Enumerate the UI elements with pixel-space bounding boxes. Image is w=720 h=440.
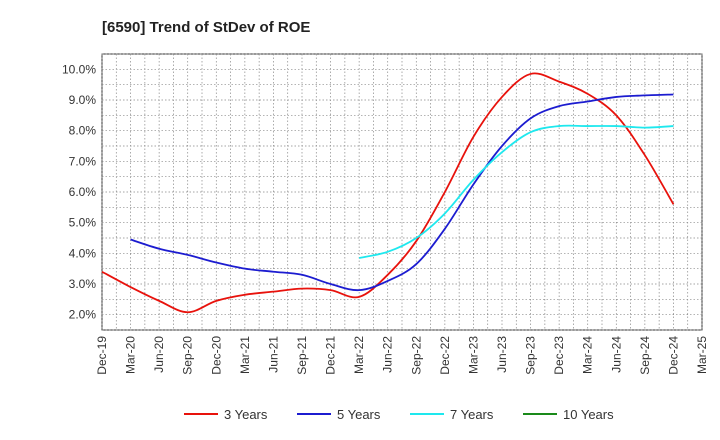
x-tick-label: Dec-19 (95, 336, 109, 375)
y-tick-label: 3.0% (69, 277, 97, 291)
y-tick-label: 10.0% (62, 62, 96, 76)
x-tick-label: Dec-22 (438, 336, 452, 375)
x-tick-label: Mar-21 (238, 336, 252, 374)
y-tick-label: 2.0% (69, 308, 97, 322)
x-tick-label: Jun-24 (609, 336, 623, 373)
y-axis: 2.0% 3.0% 4.0% 5.0% 6.0% 7.0% 8.0% 9.0% 10.0% (62, 62, 96, 321)
series-line-0 (101, 72, 675, 314)
legend: 3 Years 5 Years 7 Years 10 Years (184, 407, 614, 422)
x-tick-label: Sep-21 (295, 336, 309, 375)
x-tick-label: Mar-20 (124, 336, 138, 374)
x-tick-label: Sep-24 (638, 336, 652, 375)
x-tick-label: Mar-25 (695, 336, 709, 374)
x-tick-label: Jun-23 (495, 336, 509, 373)
series-group (101, 72, 675, 314)
x-tick-label: Jun-21 (266, 336, 280, 373)
y-tick-label: 8.0% (69, 124, 97, 138)
x-tick-label: Mar-24 (581, 336, 595, 374)
legend-label-3: 10 Years (563, 407, 614, 422)
legend-label-2: 7 Years (450, 407, 494, 422)
x-tick-label: Dec-21 (324, 336, 338, 375)
x-tick-label: Dec-20 (209, 336, 223, 375)
x-tick-label: Jun-22 (381, 336, 395, 373)
series-line-2 (358, 124, 674, 259)
x-tick-label: Sep-20 (181, 336, 195, 375)
x-tick-label: Dec-24 (666, 336, 680, 375)
y-tick-label: 4.0% (69, 246, 97, 260)
y-tick-label: 7.0% (69, 154, 97, 168)
x-tick-label: Mar-22 (352, 336, 366, 374)
grid (101, 53, 703, 331)
series-line-1 (130, 93, 674, 292)
x-tick-label: Sep-22 (409, 336, 423, 375)
x-tick-label: Sep-23 (524, 336, 538, 375)
x-tick-label: Jun-20 (152, 336, 166, 373)
y-tick-label: 6.0% (69, 185, 97, 199)
legend-label-1: 5 Years (337, 407, 381, 422)
legend-label-0: 3 Years (224, 407, 268, 422)
y-tick-label: 5.0% (69, 216, 97, 230)
chart-title: [6590] Trend of StDev of ROE (102, 19, 310, 36)
x-tick-label: Mar-23 (466, 336, 480, 374)
y-tick-label: 9.0% (69, 93, 97, 107)
x-axis: Dec-19 Mar-20 Jun-20 Sep-20 Dec-20 Mar-21 Jun-… (95, 336, 709, 375)
x-tick-label: Dec-23 (552, 336, 566, 375)
